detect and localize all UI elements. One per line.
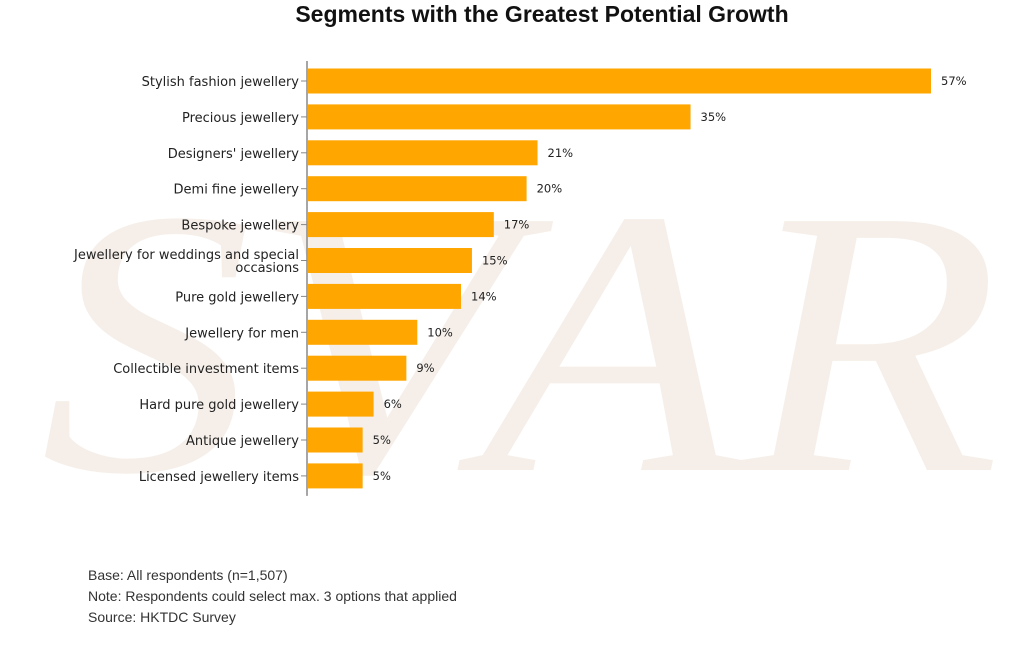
category-label: Demi fine jewellery: [174, 183, 300, 198]
category-label: Pure gold jewellery: [175, 290, 299, 305]
category-label: Collectible investment items: [113, 362, 299, 377]
bar: [308, 320, 417, 345]
data-label: 9%: [416, 361, 434, 375]
data-label: 6%: [384, 397, 402, 411]
bar: [308, 284, 461, 309]
data-label: 15%: [482, 254, 508, 268]
category-label: Jewellery for weddings and special occasi…: [73, 248, 299, 276]
data-label: 20%: [537, 182, 563, 196]
bar: [308, 248, 472, 273]
data-label: 14%: [471, 289, 497, 303]
category-label: Bespoke jewellery: [181, 219, 299, 234]
bar: [308, 392, 374, 417]
category-label: Licensed jewellery items: [139, 470, 299, 485]
note-base: Base: All respondents (n=1,507): [88, 565, 457, 586]
chart-notes: Base: All respondents (n=1,507) Note: Re…: [88, 565, 457, 628]
bar: [308, 212, 494, 237]
data-label: 10%: [427, 325, 453, 339]
data-label: 35%: [701, 110, 727, 124]
category-label: Designers' jewellery: [168, 147, 300, 162]
category-label: Stylish fashion jewellery: [142, 75, 300, 90]
bar: [308, 140, 538, 165]
category-label: Hard pure gold jewellery: [139, 398, 299, 413]
note-selection: Note: Respondents could select max. 3 op…: [88, 586, 457, 607]
bar: [308, 104, 691, 129]
data-label: 5%: [373, 433, 391, 447]
category-label: Jewellery for men: [184, 326, 299, 341]
category-label: Precious jewellery: [182, 111, 299, 126]
bar: [308, 356, 406, 381]
bar: [308, 176, 527, 201]
note-source: Source: HKTDC Survey: [88, 607, 457, 628]
data-label: 5%: [373, 469, 391, 483]
bar: [308, 69, 931, 94]
bar: [308, 428, 363, 453]
data-label: 17%: [504, 218, 530, 232]
category-label: Antique jewellery: [186, 434, 299, 449]
data-label: 57%: [941, 74, 967, 88]
bar: [308, 463, 363, 488]
data-label: 21%: [548, 146, 574, 160]
